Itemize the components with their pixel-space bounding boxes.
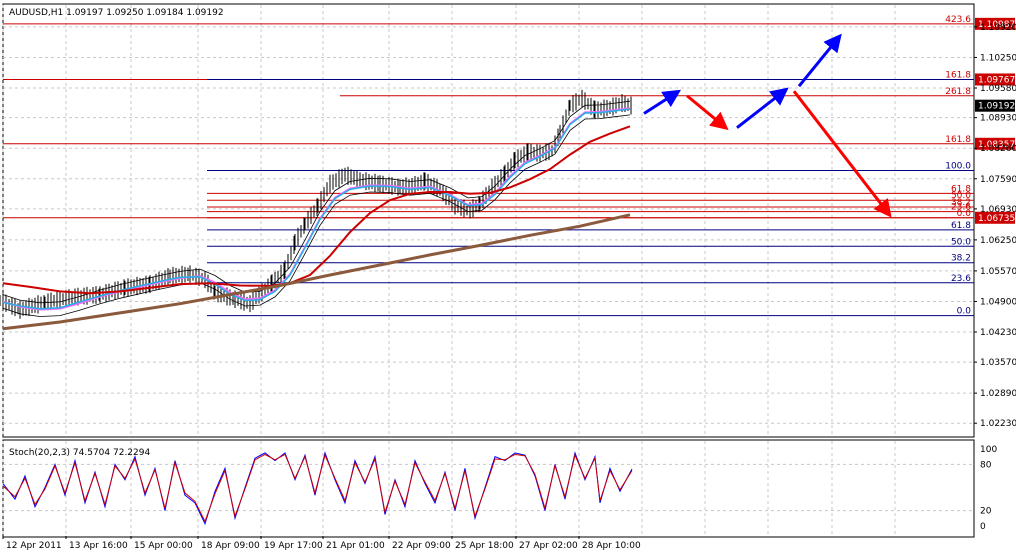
forecast-arrow <box>686 94 729 131</box>
level-label: 423.6 <box>945 15 971 25</box>
y-tick-label: 1.09580 <box>980 84 1016 94</box>
x-tick-label: 18 Apr 09:00 <box>201 541 260 551</box>
fib-label: 38.2 <box>951 198 971 208</box>
fib-label: 38.2 <box>951 254 971 264</box>
x-tick-label: 13 Apr 16:00 <box>69 541 128 551</box>
price-tag-bg <box>975 211 1015 224</box>
price-tag: 1.10987 <box>978 20 1015 30</box>
stoch-title: Stoch(20,2,3) 74.5704 72.2294 <box>9 448 150 458</box>
stoch-tick-label: 80 <box>980 460 992 470</box>
fib-label: 50.0 <box>951 237 971 247</box>
price-tag-bg <box>975 17 1015 30</box>
moving-average-line-1 <box>2 108 631 310</box>
stoch-line-1 <box>2 453 633 523</box>
stoch-tick-label: 0 <box>980 522 986 532</box>
current-price-tag-bg <box>975 99 1015 112</box>
x-tick-label: 22 Apr 09:00 <box>392 541 451 551</box>
y-tick-label: 1.06250 <box>980 236 1016 246</box>
y-tick-label: 1.08930 <box>980 114 1016 124</box>
y-tick-label: 1.03570 <box>980 358 1016 368</box>
forecast-arrow <box>797 33 842 88</box>
x-tick-label: 21 Apr 01:00 <box>326 541 385 551</box>
fib-label: 23.6 <box>951 203 971 213</box>
price-tag: 1.09767 <box>978 75 1015 85</box>
forecast-arrow <box>736 87 789 129</box>
fib-label: 61.8 <box>951 221 971 231</box>
y-tick-label: 1.02890 <box>980 389 1016 399</box>
stoch-tick-label: 100 <box>980 445 997 455</box>
moving-average-line-2 <box>2 125 631 295</box>
main-panel-frame <box>2 3 975 438</box>
forecast-arrow <box>643 89 682 115</box>
x-tick-label: 25 Apr 18:00 <box>455 541 514 551</box>
stoch-panel-frame <box>2 439 975 538</box>
x-tick-label: 19 Apr 17:00 <box>264 541 323 551</box>
chart-title: AUDUSD,H1 1.09197 1.09250 1.09184 1.0919… <box>9 8 224 18</box>
y-tick-label: 1.07590 <box>980 175 1016 185</box>
y-tick-label: 1.10920 <box>980 23 1016 33</box>
y-tick-label: 1.06930 <box>980 205 1016 215</box>
current-price-tag: 1.09192 <box>978 102 1015 112</box>
x-tick-label: 27 Apr 02:00 <box>519 541 578 551</box>
x-tick-label: 28 Apr 10:00 <box>582 541 641 551</box>
envelope-lower <box>2 114 631 317</box>
fib-label: 50.0 <box>951 191 971 201</box>
y-tick-label: 1.02230 <box>980 419 1016 429</box>
y-tick-label: 1.05570 <box>980 267 1016 277</box>
price-tag: 1.06735 <box>978 214 1015 224</box>
envelope-upper <box>2 100 631 304</box>
x-tick-label: 12 Apr 2011 <box>6 541 62 551</box>
fib-label: 23.6 <box>951 274 971 284</box>
price-tag: 1.08357 <box>978 140 1015 150</box>
level-label: 161.8 <box>945 135 971 145</box>
fib-label: 0.0 <box>957 307 972 317</box>
fib-label: 61.8 <box>951 184 971 194</box>
x-tick-label: 15 Apr 00:00 <box>134 541 193 551</box>
y-tick-label: 1.10250 <box>980 53 1016 63</box>
forecast-arrow <box>792 90 892 218</box>
level-label: 0.0 <box>957 209 972 219</box>
fib-label: 100.0 <box>945 162 971 172</box>
price-tag-bg <box>975 73 1015 86</box>
y-tick-label: 1.08260 <box>980 144 1016 154</box>
price-tag-bg <box>975 137 1015 150</box>
fib-label: 261.8 <box>945 87 971 97</box>
moving-average-line-3 <box>2 213 631 331</box>
y-tick-label: 1.04900 <box>980 297 1016 307</box>
stoch-tick-label: 20 <box>980 507 992 517</box>
y-tick-label: 1.04230 <box>980 328 1016 338</box>
level-label: 161.8 <box>945 70 971 80</box>
